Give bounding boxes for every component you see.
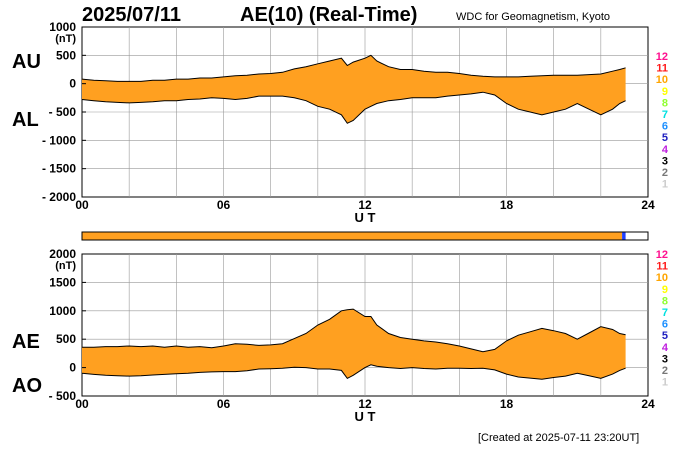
x-tick-label: 24 [641, 198, 655, 212]
x-tick-label: 00 [75, 198, 89, 212]
y-tick-label: - 500 [49, 389, 77, 403]
upper-series-label: AU [12, 51, 41, 73]
station-label: 3 [662, 353, 668, 365]
x-tick-label: 18 [500, 198, 514, 212]
y-tick-label: 500 [56, 48, 76, 62]
station-label: 2 [662, 365, 668, 377]
station-label: 5 [662, 132, 668, 144]
chart-title: AE(10) (Real-Time) [240, 4, 418, 26]
series-line-au [81, 54, 626, 82]
station-label: 9 [662, 86, 668, 98]
y-tick-label: - 1500 [42, 162, 76, 176]
station-label: 5 [662, 330, 668, 342]
station-label: 12 [656, 51, 668, 63]
station-label: 11 [656, 261, 668, 273]
station-label: 2 [662, 167, 668, 179]
data-source: WDC for Geomagnetism, Kyoto [456, 11, 611, 23]
data-area [82, 55, 626, 124]
y-tick-label: 500 [56, 332, 76, 346]
x-axis-label: U T [355, 409, 376, 424]
station-label: 1 [662, 179, 668, 191]
y-tick-label: 2000 [49, 247, 76, 261]
station-label: 1 [662, 377, 668, 389]
y-tick-label: - 500 [49, 105, 77, 119]
station-label: 11 [656, 63, 668, 75]
y-unit-label: (nT) [55, 260, 76, 272]
station-status-bar [81, 231, 649, 241]
y-tick-label: 0 [69, 77, 76, 91]
status-bar-fill [82, 232, 623, 240]
y-tick-label: 1500 [49, 275, 76, 289]
station-label: 6 [662, 319, 668, 331]
station-label: 10 [656, 272, 668, 284]
y-tick-label: - 1000 [42, 133, 76, 147]
station-label: 12 [656, 249, 668, 261]
x-tick-label: 12 [358, 198, 372, 212]
x-axis-label: U T [355, 210, 376, 225]
y-tick-label: 1000 [49, 304, 76, 318]
station-label: 8 [662, 295, 668, 307]
lower-series-label: AL [12, 109, 39, 131]
chart-date: 2025/07/11 [82, 4, 181, 26]
series-line-ae [82, 308, 626, 353]
station-label: 9 [662, 284, 668, 296]
station-label: 4 [662, 144, 669, 156]
y-tick-label: 0 [69, 361, 76, 375]
station-label: 6 [662, 121, 668, 133]
station-label: 8 [662, 97, 668, 109]
station-label: 3 [662, 155, 668, 167]
data-area [82, 309, 626, 380]
x-tick-label: 06 [217, 397, 231, 411]
upper-series-label: AE [12, 331, 40, 353]
y-unit-label: (nT) [55, 33, 76, 45]
x-tick-label: 06 [217, 198, 231, 212]
station-label: 7 [662, 109, 668, 121]
y-tick-label: - 2000 [42, 190, 76, 204]
status-bar-end [622, 232, 626, 240]
x-tick-label: 00 [75, 397, 89, 411]
station-label: 10 [656, 74, 668, 86]
lower-series-label: AO [12, 375, 42, 397]
x-tick-label: 24 [641, 397, 655, 411]
created-timestamp: [Created at 2025-07-11 23:20UT] [478, 432, 640, 444]
station-label: 4 [662, 342, 669, 354]
y-tick-label: 1000 [49, 20, 76, 34]
series-line-al [81, 91, 626, 124]
ae-ao-panel: 2000 1500 1000 500 0 - 500 (nT) 00 06 12 18 24 U T AE… [12, 247, 655, 424]
x-tick-label: 18 [500, 397, 514, 411]
series-line-ao [81, 364, 626, 380]
station-label: 7 [662, 307, 668, 319]
au-al-panel: 1000 500 0 - 500 - 1000 - 1500 - 2000 (nT) 00 06 1… [12, 20, 655, 225]
x-tick-label: 12 [358, 397, 372, 411]
